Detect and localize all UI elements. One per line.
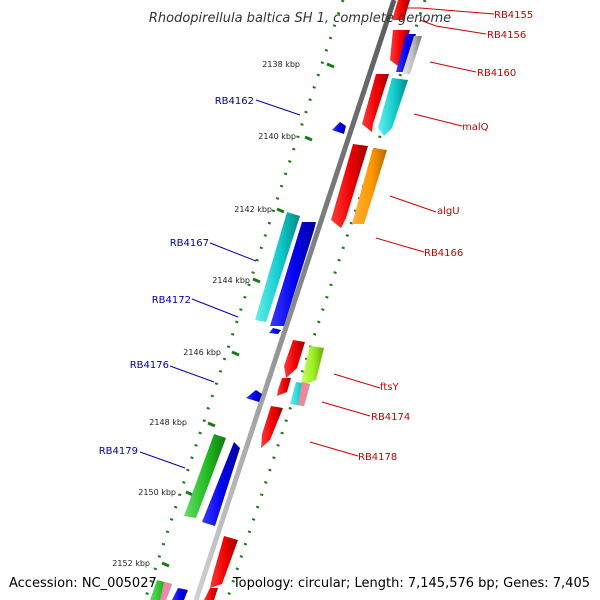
gene-rb4160-b[interactable] <box>378 78 408 136</box>
gene-label-rb4160[interactable]: RB4160 <box>477 68 516 79</box>
gene-bottom-blue[interactable] <box>172 588 188 600</box>
gene-rb4179-b[interactable] <box>202 442 240 526</box>
gene-label-rb4156[interactable]: RB4156 <box>487 30 526 41</box>
gene-rb4166[interactable] <box>284 340 305 378</box>
genome-backbone <box>193 0 397 600</box>
kbp-2152-tick <box>161 561 170 568</box>
gene-label-rb4176[interactable]: RB4176 <box>130 360 169 371</box>
gene-rb4156-c[interactable] <box>402 36 422 74</box>
reverse-leaders <box>139 99 301 469</box>
gene-label-rb4179[interactable]: RB4179 <box>99 446 138 457</box>
gene-label-rb4174[interactable]: RB4174 <box>371 412 410 423</box>
map-title: Rhodopirellula baltica SH 1, complete ge… <box>149 11 451 26</box>
gene-rb4174-c[interactable] <box>298 382 310 406</box>
gene-rb4172-tip <box>269 328 281 334</box>
gene-label-rb4155[interactable]: RB4155 <box>494 10 533 21</box>
kbp-2152-label: 2152 kbp <box>112 559 150 568</box>
gene-rb4172[interactable] <box>270 222 316 326</box>
gene-rb4178[interactable] <box>261 406 283 448</box>
gene-rb4162[interactable] <box>332 122 346 134</box>
gene-label-rb4162[interactable]: RB4162 <box>215 96 254 107</box>
gene-ftsy[interactable] <box>301 346 324 386</box>
accession-text: Accession: NC_005027 <box>9 576 157 591</box>
reverse-tick-track <box>143 0 345 600</box>
gene-labels: RB4155 RB4156 RB4160 malQ algU RB4166 ftsY RB41… <box>99 10 534 463</box>
kbp-2144-label: 2144 kbp <box>212 276 250 285</box>
kbp-2150-label: 2150 kbp <box>138 488 176 497</box>
gene-label-rb4178[interactable]: RB4178 <box>358 452 397 463</box>
gene-label-rb4172[interactable]: RB4172 <box>152 295 191 306</box>
gene-rb4155[interactable] <box>392 0 410 20</box>
gene-bottom-red[interactable] <box>204 588 218 600</box>
gene-bottom-multi-b[interactable] <box>160 582 172 600</box>
gene-rb4174-a[interactable] <box>277 378 291 396</box>
kbp-2142-tick <box>276 207 285 214</box>
gene-label-algu[interactable]: algU <box>437 206 460 217</box>
kbp-2142-label: 2142 kbp <box>234 205 272 214</box>
gene-algu[interactable] <box>352 148 387 224</box>
gene-rb4156-b[interactable] <box>396 34 416 72</box>
kbp-2148-tick <box>207 421 216 428</box>
gene-rb4167[interactable] <box>255 212 300 322</box>
forward-leaders <box>309 7 495 457</box>
gene-label-rb4166[interactable]: RB4166 <box>424 248 463 259</box>
gene-malq[interactable] <box>331 144 368 228</box>
kbp-labels: 2138 kbp 2140 kbp 2142 kbp 2144 kbp 2146 kbp… <box>112 60 300 568</box>
kbp-2146-label: 2146 kbp <box>183 348 221 357</box>
forward-genes <box>204 0 422 600</box>
gene-lower-red[interactable] <box>210 536 238 588</box>
kbp-2150-tick <box>185 490 194 497</box>
kbp-2146-tick <box>231 350 240 357</box>
gene-rb4160-a[interactable] <box>362 74 389 132</box>
gene-label-malq[interactable]: malQ <box>462 122 489 133</box>
kbp-2140-label: 2140 kbp <box>258 132 296 141</box>
gene-label-ftsy[interactable]: ftsY <box>380 382 399 393</box>
gene-rb4176[interactable] <box>246 390 262 402</box>
kbp-2144-tick <box>252 277 261 284</box>
reverse-genes <box>150 122 346 600</box>
genome-summary-text: Topology: circular; Length: 7,145,576 bp… <box>232 576 590 591</box>
kbp-2138-label: 2138 kbp <box>262 60 300 69</box>
kbp-2138-tick <box>326 62 335 69</box>
major-ticks <box>161 62 335 568</box>
gene-label-rb4167[interactable]: RB4167 <box>170 238 209 249</box>
kbp-2140-tick <box>304 135 313 142</box>
kbp-2148-label: 2148 kbp <box>149 418 187 427</box>
gene-rb4179-a[interactable] <box>184 434 226 518</box>
